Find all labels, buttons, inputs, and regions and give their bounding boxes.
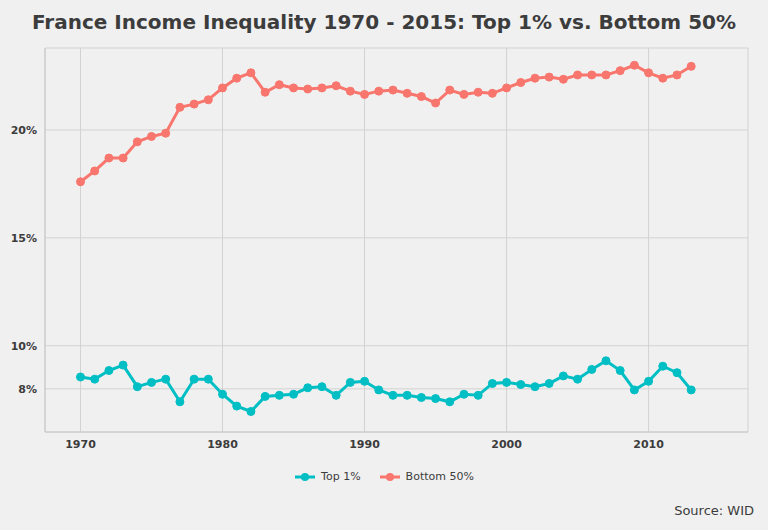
html-text:France Income Inequality 1970: France Income Inequality 1970 - 2015: To…	[32, 10, 736, 34]
html-text:Top 1%: Top 1%	[321, 470, 361, 483]
svg-text:15%: 15%	[11, 232, 37, 245]
svg-text:20%: 20%	[11, 124, 37, 137]
svg-text:1970: 1970	[65, 438, 96, 451]
html-text:Bottom 50%: Bottom 50%	[405, 470, 474, 483]
svg-text:2010: 2010	[633, 438, 664, 451]
svg-text:2000: 2000	[491, 438, 522, 451]
html-text:Source: WID: Source: WID	[674, 503, 754, 518]
svg-text:1980: 1980	[207, 438, 238, 451]
svg-text:1990: 1990	[349, 438, 380, 451]
svg-text:10%: 10%	[11, 340, 37, 353]
svg-text:8%: 8%	[18, 383, 37, 396]
